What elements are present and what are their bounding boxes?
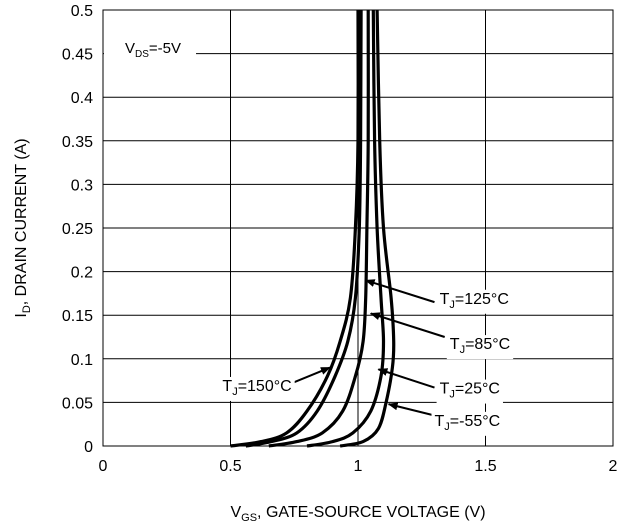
plot-frame: [102, 9, 614, 447]
y-tick-label: 0.3: [71, 177, 93, 194]
annotation-label: TJ=125°C: [440, 291, 509, 311]
annotation-arrow: [291, 366, 331, 385]
annotation-label: TJ=85°C: [450, 336, 510, 356]
annotation-label: TJ=-55°C: [435, 413, 501, 433]
annotation-t25: TJ=25°C: [377, 368, 503, 404]
series-line: [245, 9, 363, 448]
condition-label-box: VDS=-5V: [104, 11, 197, 71]
series-line: [339, 9, 396, 448]
y-tick-label: 0.05: [62, 395, 93, 412]
annotation-background: [446, 335, 514, 360]
y-tick-label: 0.1: [71, 352, 93, 369]
x-tick-label: 0.5: [219, 458, 241, 475]
annotation-background: [436, 289, 512, 314]
series-line: [268, 9, 370, 448]
series-line: [230, 9, 360, 448]
condition-label: VDS=-5V: [125, 40, 181, 60]
y-tick-label: 0.4: [71, 90, 93, 107]
y-tick-label: 0.2: [71, 265, 93, 282]
annotation-arrow: [369, 312, 446, 338]
x-tick-label: 1.5: [474, 458, 496, 475]
annotation-background: [431, 411, 504, 436]
annotation-t125: TJ=125°C: [364, 279, 512, 314]
y-tick-label: 0.5: [71, 3, 93, 20]
annotation-label: TJ=25°C: [440, 381, 500, 401]
annotation-t85: TJ=85°C: [369, 312, 514, 360]
y-tick-label: 0.15: [62, 308, 93, 325]
annotation-arrow: [364, 279, 435, 304]
y-tick-label: 0.25: [62, 221, 93, 238]
y-axis-label: ID, DRAIN CURRENT (A): [13, 138, 33, 317]
annotation-t150: TJ=150°C: [219, 366, 331, 401]
annotation-tm55: TJ=-55°C: [387, 402, 504, 436]
x-tick-label: 2: [609, 458, 618, 475]
annotation-background: [219, 376, 295, 401]
series-line: [306, 9, 386, 448]
x-axis-label: VGS, GATE-SOURCE VOLTAGE (V): [230, 504, 485, 524]
tick-labels: 0 0.5 1 1.5 2 0 0.05 0.1 0.15 0.2 0.25 0.3 0.35 0.4 0.…: [62, 3, 618, 475]
y-tick-label: 0: [84, 439, 93, 456]
x-tick-label: 0: [99, 458, 108, 475]
y-tick-label: 0.35: [62, 134, 93, 151]
annotations: TJ=125°C TJ=85°C TJ=150°C TJ=25°C TJ=-55°C: [219, 279, 514, 436]
annotation-arrow: [387, 402, 435, 417]
annotation-label: TJ=150°C: [222, 378, 291, 398]
x-tick-label: 1: [354, 458, 363, 475]
curves: [230, 9, 396, 448]
annotation-arrow: [377, 368, 435, 389]
annotation-background: [436, 379, 503, 404]
y-tick-label: 0.45: [62, 47, 93, 64]
